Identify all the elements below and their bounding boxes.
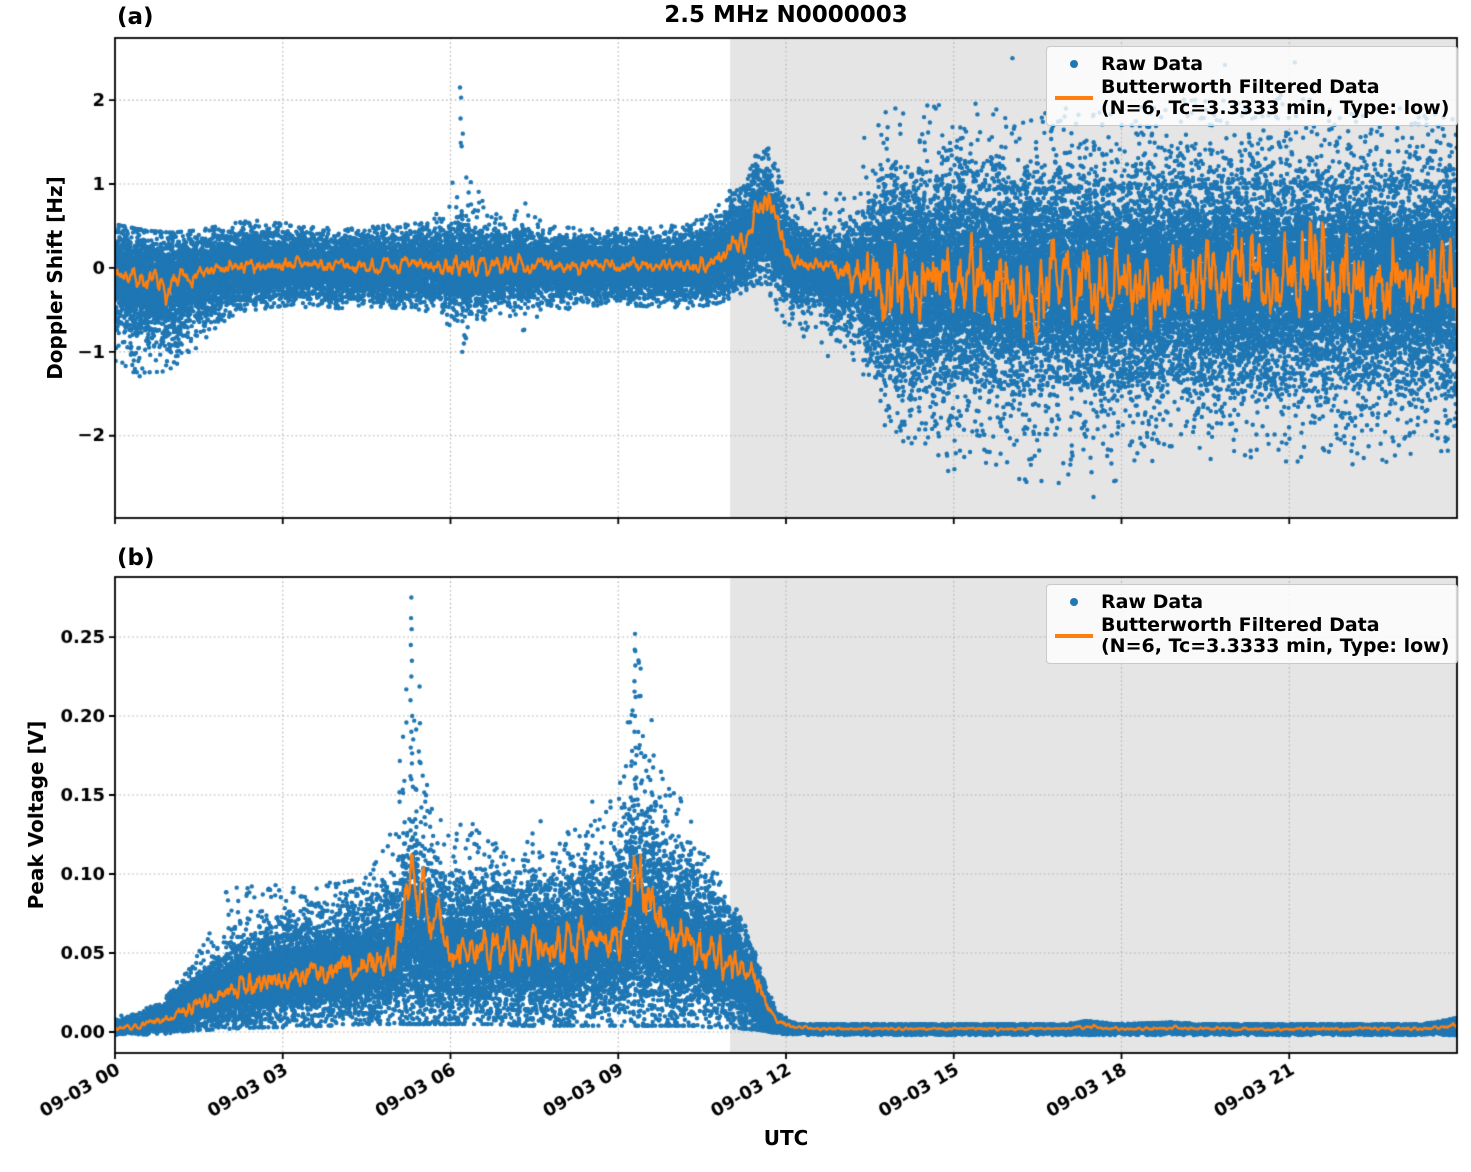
legend-raw-label: Raw Data xyxy=(1101,590,1204,613)
legend-raw-label: Raw Data xyxy=(1101,52,1204,75)
panel-a-label: (a) xyxy=(117,4,154,30)
legend-filtered-label: Butterworth Filtered Data xyxy=(1101,613,1380,636)
filtered-line-icon xyxy=(1047,95,1101,100)
legend-entry-filtered: Butterworth Filtered Data (N=6, Tc=3.333… xyxy=(1047,75,1451,119)
legend-entry-raw: Raw Data xyxy=(1047,52,1451,75)
legend-entry-raw: Raw Data xyxy=(1047,590,1451,613)
x-axis-label: UTC xyxy=(763,1126,809,1150)
legend-filtered-params: (N=6, Tc=3.3333 min, Type: low) xyxy=(1101,634,1450,657)
legend-filtered-params: (N=6, Tc=3.3333 min, Type: low) xyxy=(1101,96,1450,119)
filtered-line-icon xyxy=(1047,633,1101,638)
legend-filtered-label: Butterworth Filtered Data xyxy=(1101,75,1380,98)
legend-panel-a: Raw Data Butterworth Filtered Data (N=6,… xyxy=(1046,46,1458,126)
raw-data-dot-icon xyxy=(1047,598,1101,606)
panel-b-y-axis-label: Peak Voltage [V] xyxy=(24,720,48,910)
panel-b-label: (b) xyxy=(117,545,155,571)
legend-panel-b: Raw Data Butterworth Filtered Data (N=6,… xyxy=(1046,584,1458,664)
panel-a-y-axis-label: Doppler Shift [Hz] xyxy=(43,176,67,380)
chart-title: 2.5 MHz N0000003 xyxy=(664,2,908,28)
legend-entry-filtered: Butterworth Filtered Data (N=6, Tc=3.333… xyxy=(1047,613,1451,657)
raw-data-dot-icon xyxy=(1047,60,1101,68)
